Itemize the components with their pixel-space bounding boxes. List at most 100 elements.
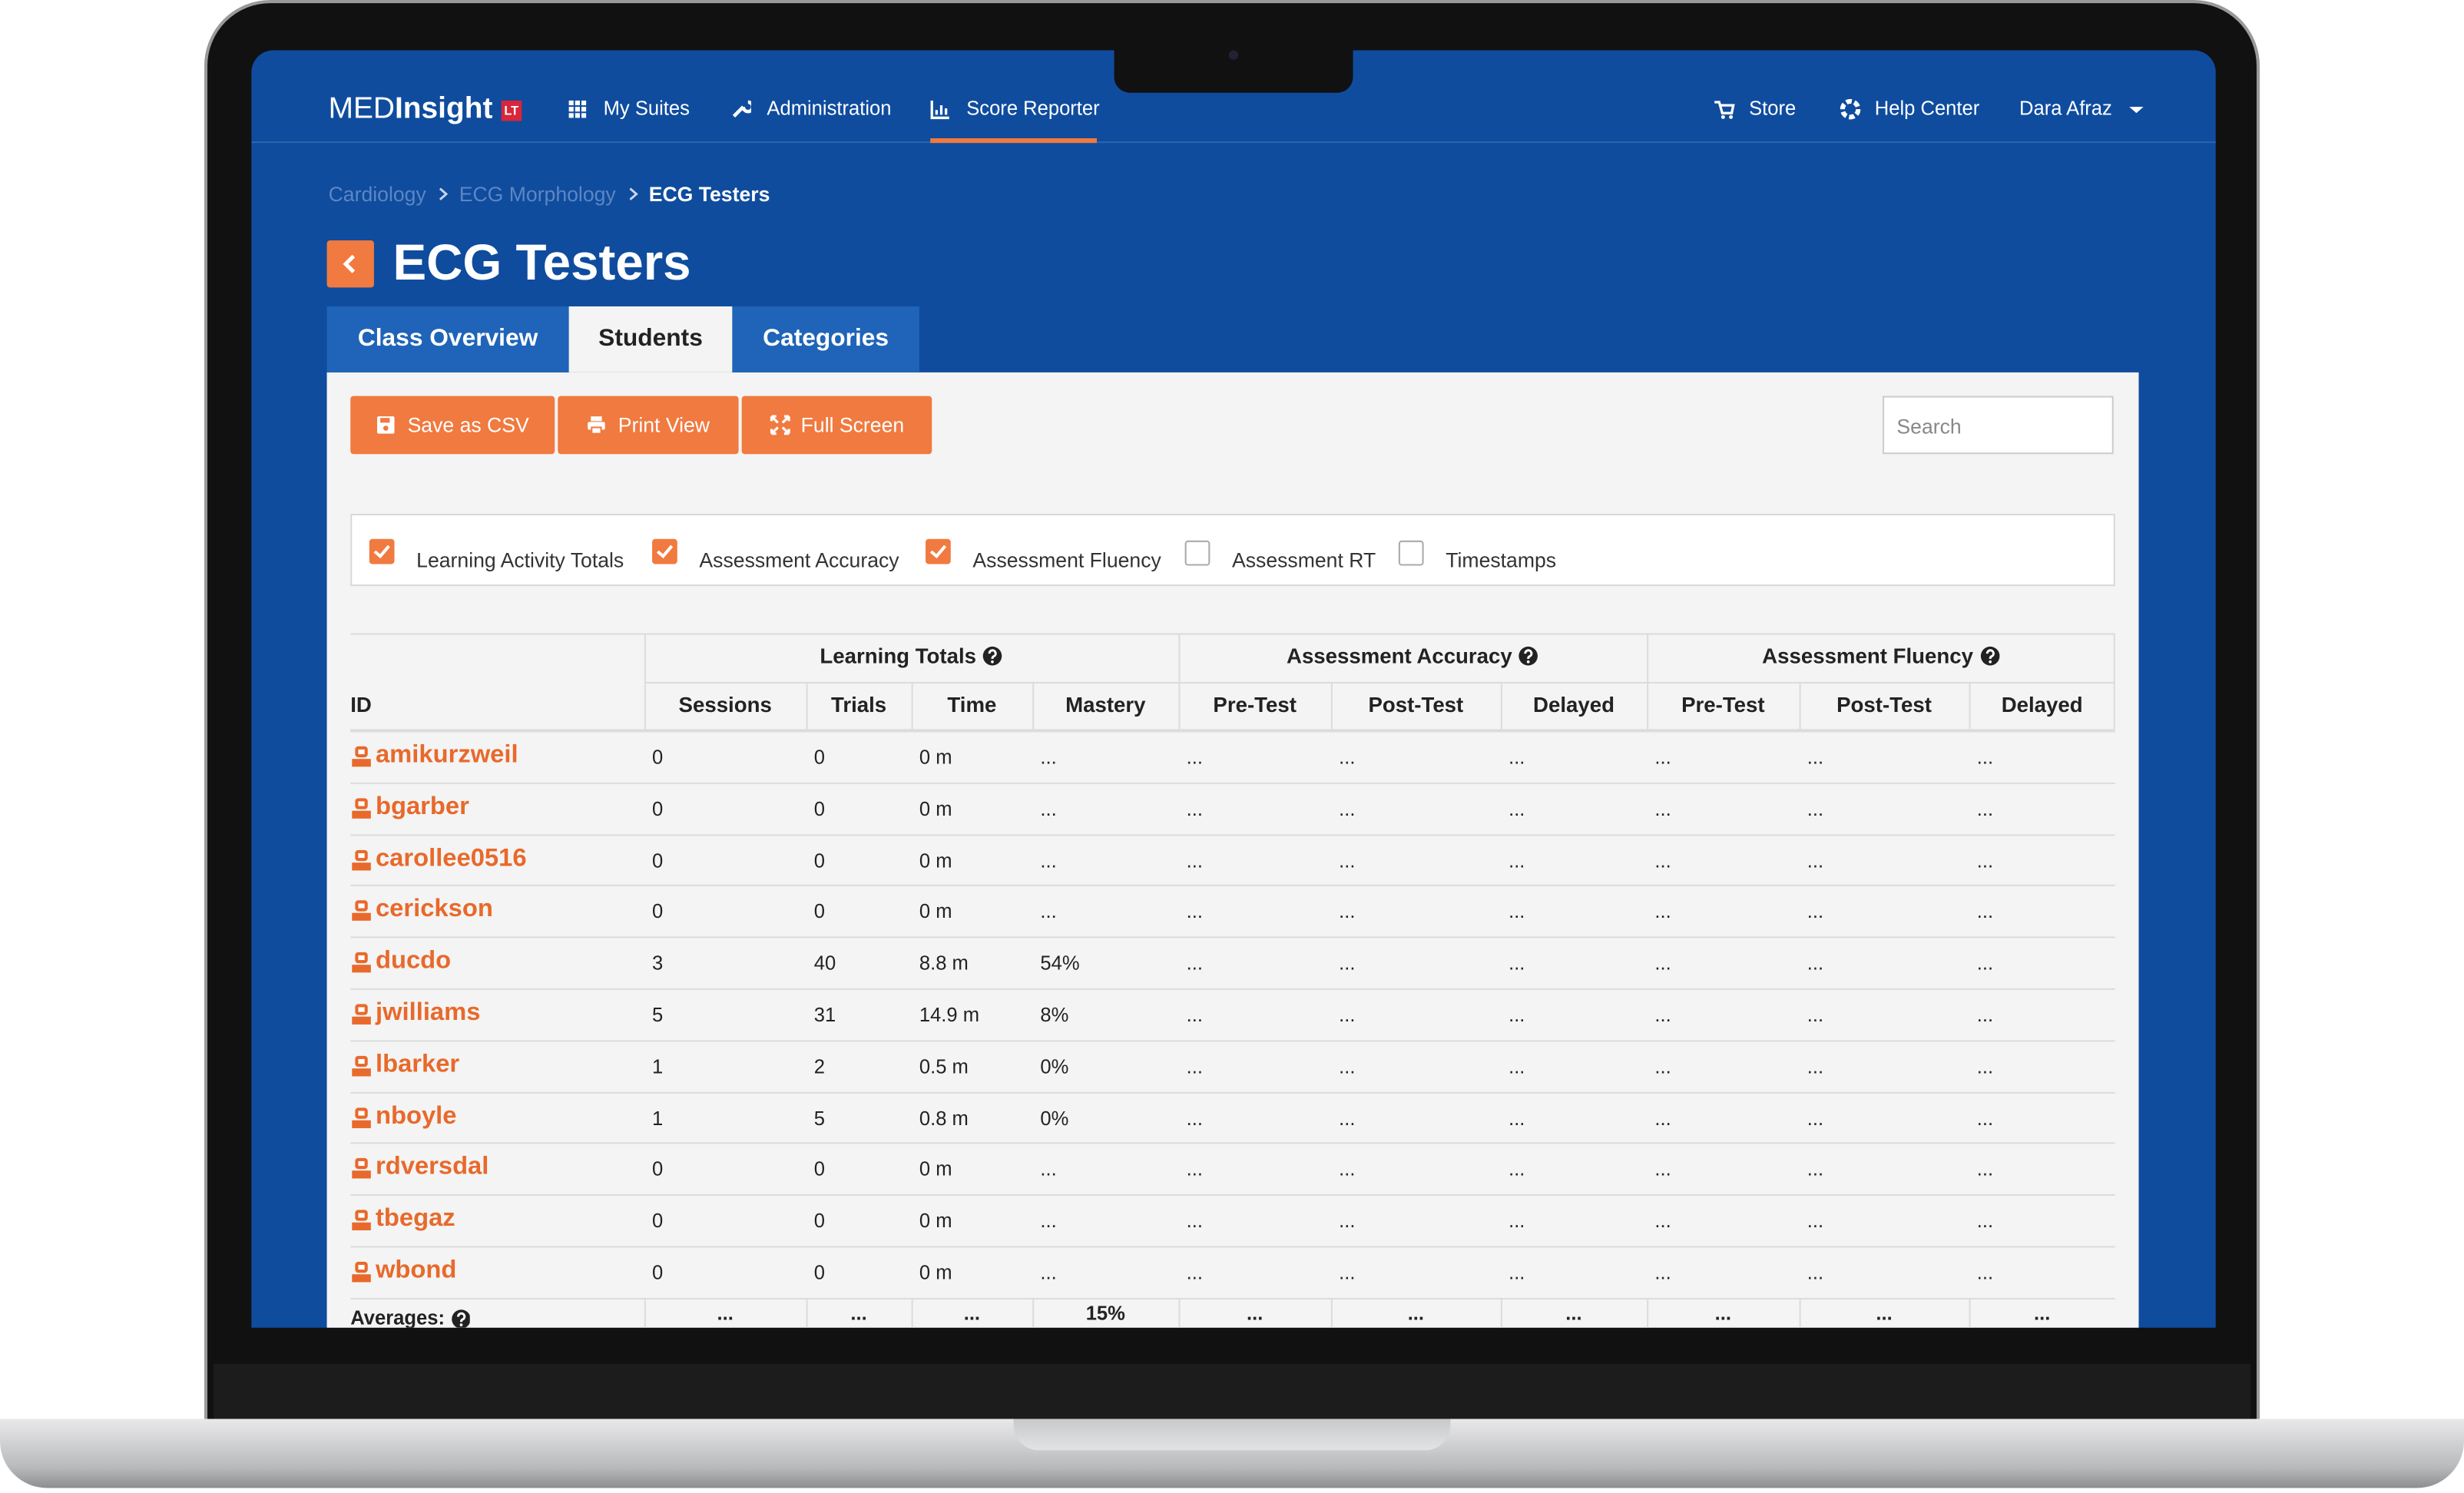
- breadcrumb-row: Cardiology ECG Morphology ECG Testers: [329, 182, 770, 206]
- nav-item[interactable]: Dara Afraz: [2019, 97, 2147, 120]
- student-icon: [352, 1004, 371, 1025]
- filter-option[interactable]: Timestamps: [1398, 539, 1556, 572]
- table-cell: 0: [652, 901, 664, 923]
- student-icon: [352, 1055, 371, 1077]
- table-rule: [2113, 633, 2115, 730]
- column-divider: [1178, 1299, 1181, 1328]
- filter-option[interactable]: Assessment RT: [1184, 539, 1376, 572]
- table-cell: 0.5 m: [919, 1055, 969, 1078]
- nav-item[interactable]: Score Reporter: [930, 98, 1100, 119]
- average-cell: ...: [1714, 1302, 1731, 1325]
- row-rule: [350, 936, 2115, 939]
- table-cell: 31: [813, 1004, 836, 1026]
- table-cell: ...: [1509, 1210, 1525, 1233]
- button-icon: [770, 415, 790, 435]
- filter-label: Assessment Accuracy: [699, 548, 899, 572]
- nav-separator: [251, 141, 2216, 144]
- column-header[interactable]: Pre-Test: [1681, 693, 1765, 717]
- table-cell: ...: [1654, 1055, 1671, 1078]
- table-cell: ...: [1186, 797, 1203, 820]
- table-cell: ...: [1807, 849, 1824, 872]
- table-cell: ...: [1339, 901, 1356, 923]
- student-icon: [352, 1261, 371, 1283]
- column-divider: [1500, 1299, 1502, 1328]
- student-id[interactable]: rdversdal: [350, 1154, 488, 1183]
- nav-item[interactable]: Help Center: [1840, 98, 1979, 119]
- checkbox-unchecked[interactable]: [1398, 540, 1424, 566]
- nav-label: Dara Afraz: [2019, 97, 2112, 120]
- column-divider: [1178, 681, 1181, 730]
- table-cell: 3: [652, 952, 664, 975]
- table-cell: ...: [1807, 952, 1824, 975]
- table-cell: ...: [1339, 1261, 1356, 1284]
- toolbar-button[interactable]: Save as CSV: [350, 396, 555, 455]
- averages-label: Averages:: [350, 1307, 470, 1328]
- column-header[interactable]: Post-Test: [1368, 693, 1464, 717]
- column-header[interactable]: Pre-Test: [1213, 693, 1297, 717]
- table-cell: 0: [652, 1158, 664, 1181]
- table-cell: ...: [1976, 901, 1994, 923]
- student-id[interactable]: bgarber: [350, 793, 469, 822]
- student-id[interactable]: amikurzweil: [350, 742, 518, 770]
- student-id[interactable]: carollee0516: [350, 845, 527, 873]
- column-header[interactable]: Mastery: [1065, 693, 1146, 717]
- average-cell: ...: [963, 1302, 981, 1325]
- column-header[interactable]: ID: [350, 693, 372, 717]
- table-rule: [644, 681, 2115, 684]
- column-divider: [1330, 681, 1333, 730]
- checkbox-checked[interactable]: [652, 538, 677, 564]
- table-cell: ...: [1807, 746, 1824, 769]
- average-cell: ...: [717, 1302, 734, 1325]
- table-cell: ...: [1654, 1210, 1671, 1233]
- table-cell: ...: [1339, 1107, 1356, 1130]
- toolbar-button[interactable]: Full Screen: [741, 396, 932, 455]
- toolbar-button[interactable]: Print View: [558, 396, 739, 455]
- checkbox-unchecked[interactable]: [1184, 540, 1210, 566]
- filter-option[interactable]: Learning Activity Totals: [369, 538, 624, 572]
- student-id[interactable]: wbond: [350, 1257, 456, 1286]
- breadcrumb-item[interactable]: ECG Morphology: [459, 182, 616, 207]
- nav-item[interactable]: Store: [1714, 98, 1796, 119]
- student-id[interactable]: tbegaz: [350, 1206, 455, 1234]
- student-id[interactable]: lbarker: [350, 1051, 459, 1079]
- student-icon: [352, 849, 371, 870]
- student-id[interactable]: ducdo: [350, 948, 451, 976]
- column-header[interactable]: Time: [947, 693, 997, 717]
- checkbox-checked[interactable]: [369, 538, 395, 564]
- laptop-base-notch: [1013, 1419, 1451, 1451]
- search-input[interactable]: Search: [1883, 396, 2114, 455]
- table-cell: ...: [1976, 1004, 1994, 1026]
- filter-option[interactable]: Assessment Accuracy: [652, 538, 899, 572]
- column-header[interactable]: Delayed: [1533, 693, 1615, 717]
- student-id[interactable]: cerickson: [350, 896, 493, 925]
- column-divider: [1032, 1299, 1035, 1328]
- tab[interactable]: Categories: [732, 306, 919, 372]
- column-header[interactable]: Trials: [831, 693, 887, 717]
- logo[interactable]: MEDInsight LT: [329, 93, 522, 127]
- table-cell: 1: [652, 1055, 664, 1078]
- camera: [1228, 50, 1239, 60]
- nav-item[interactable]: Administration: [730, 98, 891, 119]
- logo-med: MED: [328, 92, 396, 126]
- laptop-chin: [214, 1363, 2250, 1422]
- column-header[interactable]: Delayed: [2001, 693, 2083, 717]
- column-divider: [1647, 1299, 1649, 1328]
- tab[interactable]: Students: [568, 306, 733, 372]
- column-divider: [1799, 1299, 1801, 1328]
- tab[interactable]: Class Overview: [326, 306, 569, 372]
- column-divider: [1032, 681, 1035, 730]
- table-cell: 5: [652, 1004, 664, 1026]
- column-header[interactable]: Sessions: [678, 693, 772, 717]
- student-id[interactable]: nboyle: [350, 1102, 456, 1131]
- table-cell: ...: [1976, 849, 1994, 872]
- breadcrumb-item[interactable]: Cardiology: [328, 182, 426, 207]
- nav-item[interactable]: My Suites: [568, 98, 690, 119]
- checkbox-checked[interactable]: [926, 538, 951, 564]
- table-cell: ...: [1654, 1004, 1671, 1026]
- nav-icon: [1840, 98, 1861, 119]
- filter-option[interactable]: Assessment Fluency: [926, 538, 1161, 572]
- back-button[interactable]: [326, 240, 374, 288]
- table-cell: 0.8 m: [919, 1107, 969, 1130]
- student-id[interactable]: jwilliams: [350, 999, 480, 1028]
- column-header[interactable]: Post-Test: [1836, 693, 1932, 717]
